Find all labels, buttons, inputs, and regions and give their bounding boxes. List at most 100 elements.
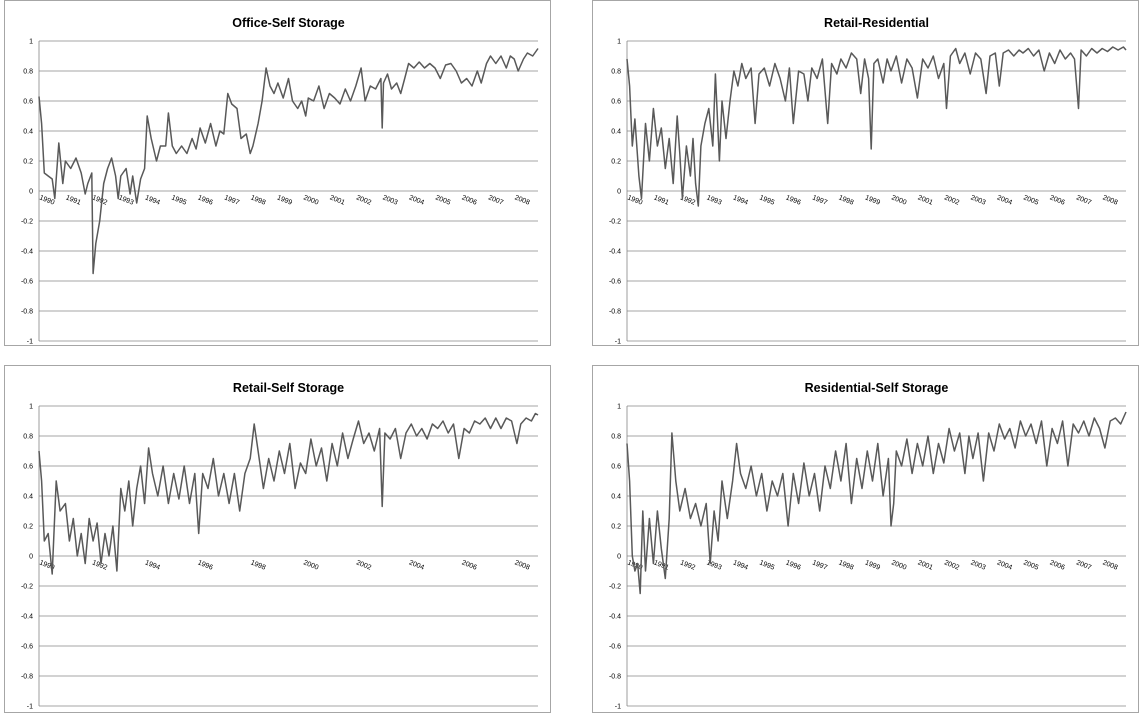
y-tick-label: -0.4 bbox=[609, 249, 621, 256]
x-tick-label: 2003 bbox=[969, 194, 986, 206]
y-tick-label: -0.6 bbox=[609, 279, 621, 286]
x-tick-label: 1994 bbox=[144, 194, 161, 206]
x-tick-label: 1996 bbox=[785, 194, 802, 206]
x-tick-label: 2001 bbox=[917, 559, 934, 571]
x-tick-label: 2003 bbox=[969, 559, 986, 571]
y-tick-label: -1 bbox=[615, 339, 621, 346]
y-tick-label: 1 bbox=[617, 39, 621, 46]
y-tick-label: 0.2 bbox=[611, 524, 621, 531]
y-tick-label: -0.4 bbox=[21, 249, 33, 256]
x-tick-label: 1992 bbox=[679, 559, 696, 571]
chart-retail-residential: Retail-Residential 1 0.8 0.6 0.4 0.2 0 -0.2 -0.4… bbox=[592, 0, 1139, 346]
y-tick-label: 0.2 bbox=[611, 159, 621, 166]
x-tick-label: 1993 bbox=[117, 194, 134, 206]
x-tick-label: 1994 bbox=[144, 559, 161, 571]
x-tick-label: 1993 bbox=[705, 194, 722, 206]
x-tick-label: 1999 bbox=[864, 559, 881, 571]
x-tick-label: 2000 bbox=[302, 194, 319, 206]
x-tick-label: 1998 bbox=[837, 194, 854, 206]
x-tick-label: 2008 bbox=[513, 559, 530, 571]
x-tick-label: 1998 bbox=[837, 559, 854, 571]
y-tick-label: -0.8 bbox=[609, 674, 621, 681]
y-tick-label: 0.4 bbox=[611, 494, 621, 501]
y-tick-label: -0.4 bbox=[609, 614, 621, 621]
y-tick-label: -0.2 bbox=[21, 584, 33, 591]
y-tick-label: 0.8 bbox=[23, 69, 33, 76]
x-tick-label: 1990 bbox=[38, 194, 55, 206]
x-tick-label: 2004 bbox=[996, 194, 1013, 206]
x-tick-label: 2002 bbox=[943, 559, 960, 571]
chart-office-self-storage: Office-Self Storage 1 0.8 0.6 0.4 0.2 0 -0.2 -0.… bbox=[4, 0, 551, 346]
x-tick-label: 2005 bbox=[1022, 559, 1039, 571]
x-tick-label: 2004 bbox=[408, 559, 425, 571]
x-tick-label: 1998 bbox=[249, 559, 266, 571]
y-tick-label: 0.4 bbox=[23, 494, 33, 501]
series-line bbox=[38, 412, 539, 575]
y-tick-label: -0.2 bbox=[21, 219, 33, 226]
x-tick-label: 2006 bbox=[1049, 559, 1066, 571]
x-tick-label: 1994 bbox=[732, 559, 749, 571]
y-tick-label: 0 bbox=[29, 554, 33, 561]
x-tick-label: 2006 bbox=[461, 194, 478, 206]
chart-svg: Retail-Self Storage 1 0.8 0.6 0.4 0.2 0 -0.2 -0.… bbox=[21, 381, 539, 711]
y-tick-label: 0.6 bbox=[23, 464, 33, 471]
y-tick-label: 0.6 bbox=[611, 99, 621, 106]
x-tick-label: 2000 bbox=[890, 194, 907, 206]
chart-svg: Office-Self Storage 1 0.8 0.6 0.4 0.2 0 -0.2 -0.… bbox=[21, 16, 539, 346]
y-tick-label: 0.6 bbox=[611, 464, 621, 471]
x-tick-label: 1998 bbox=[249, 194, 266, 206]
x-tick-label: 2008 bbox=[1101, 559, 1118, 571]
x-tick-label: 1996 bbox=[197, 194, 214, 206]
y-tick-label: -0.8 bbox=[609, 309, 621, 316]
x-tick-label: 2005 bbox=[434, 194, 451, 206]
x-tick-label: 1993 bbox=[705, 559, 722, 571]
x-tick-label: 1995 bbox=[758, 194, 775, 206]
y-tick-label: -1 bbox=[27, 704, 33, 711]
x-tick-label: 2004 bbox=[996, 559, 1013, 571]
x-tick-label: 1994 bbox=[732, 194, 749, 206]
y-tick-label: 0.8 bbox=[23, 434, 33, 441]
series-line bbox=[626, 46, 1127, 207]
series-line bbox=[626, 411, 1127, 595]
chart-svg: Residential-Self Storage 1 0.8 0.6 0.4 0.2 0 -0… bbox=[609, 381, 1127, 711]
x-tick-label: 1997 bbox=[223, 194, 240, 206]
x-tick-label: 1991 bbox=[65, 194, 82, 206]
x-tick-label: 2002 bbox=[355, 559, 372, 571]
y-tick-label: 0.4 bbox=[23, 129, 33, 136]
x-tick-label: 2003 bbox=[381, 194, 398, 206]
y-tick-label: 0 bbox=[617, 189, 621, 196]
y-tick-label: -0.4 bbox=[21, 614, 33, 621]
x-tick-label: 1997 bbox=[811, 559, 828, 571]
x-tick-label: 1992 bbox=[91, 194, 108, 206]
y-tick-label: -0.6 bbox=[21, 279, 33, 286]
y-tick-label: -0.6 bbox=[21, 644, 33, 651]
x-tick-label: 1996 bbox=[197, 559, 214, 571]
x-tick-label: 1991 bbox=[653, 559, 670, 571]
y-tick-label: 0.6 bbox=[23, 99, 33, 106]
y-tick-label: 0 bbox=[617, 554, 621, 561]
x-tick-label: 1995 bbox=[170, 194, 187, 206]
x-tick-label: 1996 bbox=[785, 559, 802, 571]
y-tick-label: 1 bbox=[29, 404, 33, 411]
x-tick-label: 2008 bbox=[1101, 194, 1118, 206]
chart-residential-self-storage: Residential-Self Storage 1 0.8 0.6 0.4 0.2 0 -0… bbox=[592, 365, 1139, 713]
y-tick-label: 0.8 bbox=[611, 434, 621, 441]
chart-title: Retail-Self Storage bbox=[233, 381, 344, 395]
y-tick-label: 0 bbox=[29, 189, 33, 196]
x-tick-label: 1995 bbox=[758, 559, 775, 571]
chart-title: Residential-Self Storage bbox=[805, 381, 949, 395]
chart-title: Office-Self Storage bbox=[232, 16, 345, 30]
x-tick-label: 1999 bbox=[864, 194, 881, 206]
x-tick-label: 2001 bbox=[329, 194, 346, 206]
y-tick-label: -1 bbox=[615, 704, 621, 711]
y-tick-label: 1 bbox=[29, 39, 33, 46]
x-tick-label: 1997 bbox=[811, 194, 828, 206]
series-line bbox=[38, 48, 539, 275]
y-tick-label: 0.8 bbox=[611, 69, 621, 76]
y-tick-label: -0.2 bbox=[609, 584, 621, 591]
x-tick-label: 2007 bbox=[487, 194, 504, 206]
x-tick-label: 2007 bbox=[1075, 194, 1092, 206]
y-tick-label: 0.2 bbox=[23, 159, 33, 166]
x-tick-label: 2007 bbox=[1075, 559, 1092, 571]
y-tick-label: -0.2 bbox=[609, 219, 621, 226]
